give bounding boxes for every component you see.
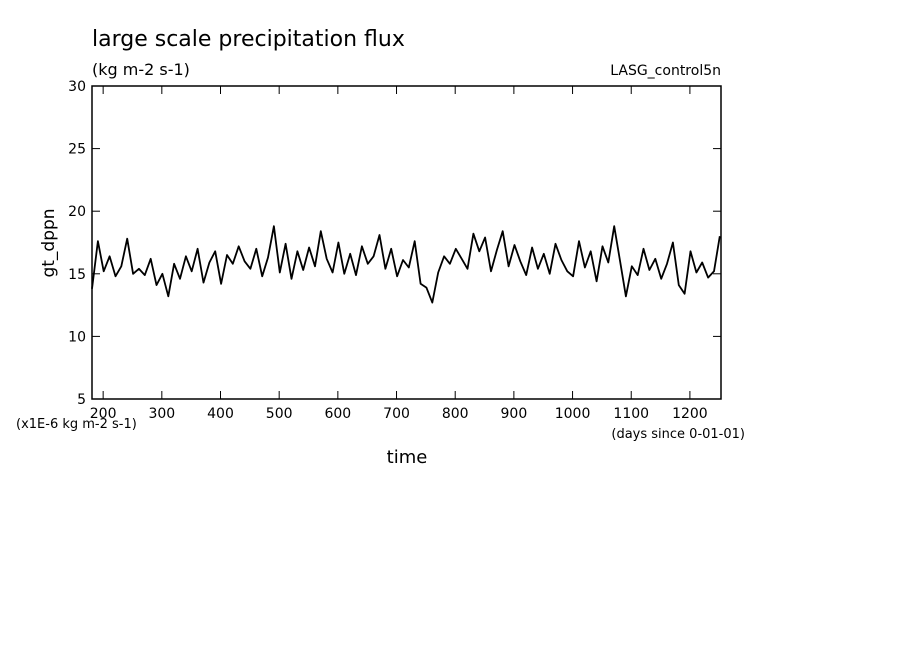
y-axis-label: gt_dppn — [39, 208, 59, 277]
chart-title: large scale precipitation flux — [92, 27, 405, 52]
y-tick-label: 25 — [68, 142, 86, 158]
x-tick-label: 400 — [207, 406, 234, 422]
x-tick-label: 600 — [324, 406, 351, 422]
x-tick-label: 700 — [383, 406, 410, 422]
y-tick-label: 20 — [68, 204, 86, 220]
x-tick-label: 300 — [148, 406, 175, 422]
y-tick-label: 15 — [68, 267, 86, 283]
x-axis-label: time — [387, 447, 428, 468]
x-tick-label: 500 — [266, 406, 293, 422]
chart-subtitle: (kg m-2 s-1) — [92, 60, 190, 79]
y-tick-label: 30 — [68, 79, 86, 95]
x-tick-label: 1000 — [555, 406, 591, 422]
y-tick-label: 10 — [68, 329, 86, 345]
x-unit-note: (days since 0-01-01) — [611, 427, 745, 442]
x-tick-label: 1100 — [613, 406, 649, 422]
annotation: LASG_control5n — [610, 63, 721, 79]
x-tick-label: 800 — [442, 406, 469, 422]
y-tick-label: 5 — [77, 392, 86, 408]
data-line — [91, 225, 721, 304]
x-tick-label: 1200 — [672, 406, 708, 422]
x-tick-label: 200 — [90, 406, 117, 422]
x-tick-label: 900 — [501, 406, 528, 422]
y-unit-note: (x1E-6 kg m-2 s-1) — [16, 417, 137, 432]
plot-frame — [91, 85, 722, 400]
